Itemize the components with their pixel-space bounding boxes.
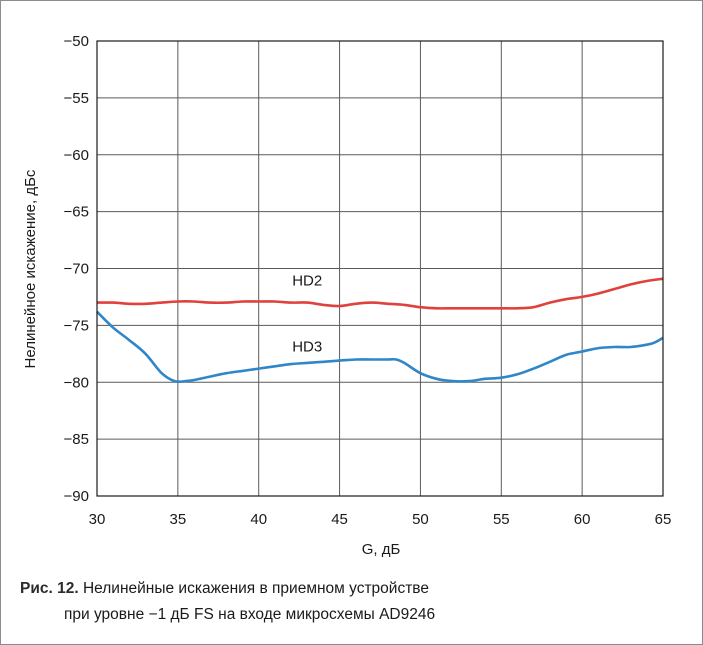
x-tick-label: 45 xyxy=(331,511,348,528)
x-axis-title: G, дБ xyxy=(362,541,401,558)
caption-line-1: Нелинейные искажения в приемном устройст… xyxy=(82,580,429,597)
y-axis-title: Нелинейное искажение, дБс xyxy=(22,169,39,368)
series-line-hd3 xyxy=(96,310,664,384)
x-tick-label: 55 xyxy=(493,511,510,528)
chart-grid xyxy=(96,40,664,497)
series-label-hd3: HD3 xyxy=(292,339,322,356)
caption-label: Рис. 12. xyxy=(20,580,79,597)
caption-line-2: при уровне −1 дБ FS на входе микросхемы … xyxy=(64,606,436,623)
x-tick-label: 65 xyxy=(655,511,672,528)
plot-area-border xyxy=(96,40,664,497)
series-annotations: HD2 HD3 xyxy=(292,273,322,356)
y-tick-label: −85 xyxy=(64,431,89,448)
x-tick-label: 50 xyxy=(412,511,429,528)
y-tick-label: −70 xyxy=(64,261,89,278)
y-tick-label: −75 xyxy=(64,317,89,334)
x-tick-label: 35 xyxy=(170,511,187,528)
y-tick-label: −50 xyxy=(64,33,89,50)
series-line-hd2 xyxy=(96,277,664,310)
chart: 30 35 40 45 50 55 60 65 −50 −55 −60 −65 −70 −75 −80 −85… xyxy=(22,33,672,558)
chart-series xyxy=(96,277,664,384)
x-tick-label: 40 xyxy=(250,511,267,528)
y-tick-label: −60 xyxy=(64,147,89,164)
y-tick-label: −65 xyxy=(64,204,89,221)
series-label-hd2: HD2 xyxy=(292,273,322,290)
y-tick-label: −55 xyxy=(64,90,89,107)
y-tick-label: −80 xyxy=(64,374,89,391)
tick-labels: 30 35 40 45 50 55 60 65 −50 −55 −60 −65 −70 −75 −80 −85… xyxy=(64,33,672,528)
figure-caption: Рис. 12. Нелинейные искажения в приемном… xyxy=(20,576,680,628)
plot-border xyxy=(96,40,664,497)
x-tick-label: 60 xyxy=(574,511,591,528)
y-tick-label: −90 xyxy=(64,488,89,505)
x-tick-label: 30 xyxy=(89,511,106,528)
